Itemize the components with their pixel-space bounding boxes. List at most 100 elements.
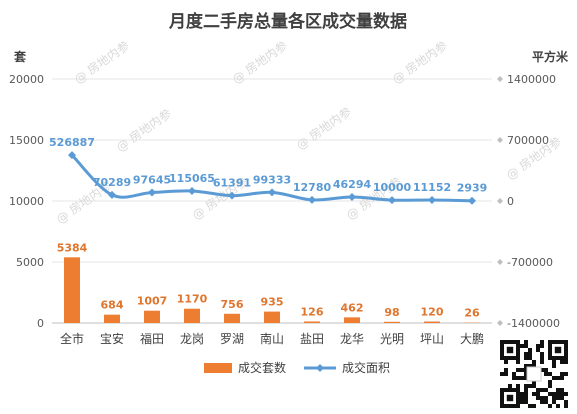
qr-module <box>536 344 540 348</box>
line-point <box>348 192 356 201</box>
left-tick-label: 20000 <box>9 73 44 86</box>
qr-module <box>528 384 532 388</box>
qr-module <box>520 392 524 396</box>
qr-module <box>552 396 556 400</box>
qr-module <box>520 368 524 372</box>
qr-module <box>520 400 524 404</box>
qr-module <box>528 364 532 368</box>
line-point <box>108 190 116 199</box>
category-label: 龙华 <box>340 332 364 346</box>
bar <box>304 321 320 323</box>
qr-finder-core <box>506 394 514 402</box>
line-data-label: 99333 <box>253 173 291 186</box>
line-point <box>188 186 196 195</box>
qr-module <box>528 404 532 408</box>
left-tick-label: 5000 <box>16 256 44 269</box>
qr-module <box>556 392 560 396</box>
axis-labels: 0 5000 10000 15000 20000 -1400000 -700000 0 7000… <box>9 73 560 346</box>
qr-module <box>540 368 544 372</box>
line-point <box>388 196 396 205</box>
line-data-label: 97645 <box>133 173 171 186</box>
qr-module <box>524 356 528 360</box>
qr-module <box>556 388 560 392</box>
bar <box>384 321 400 323</box>
qr-module <box>540 388 544 392</box>
qr-module <box>532 384 536 388</box>
qr-module <box>556 404 560 408</box>
qr-module <box>564 392 568 396</box>
qr-module <box>520 344 524 348</box>
qr-module <box>544 396 548 400</box>
qr-module <box>512 376 516 380</box>
line-data-label: 46294 <box>333 178 372 191</box>
line-data-label: 61391 <box>213 177 251 190</box>
qr-module <box>512 372 516 376</box>
gridlines <box>52 78 492 324</box>
qr-code-icon <box>500 340 568 408</box>
bar-data-label: 1170 <box>177 293 208 306</box>
qr-module <box>524 344 528 348</box>
bar-data-label: 5384 <box>57 241 88 254</box>
right-tick-label: -1400000 <box>507 317 560 330</box>
qr-module <box>504 368 508 372</box>
line-point <box>428 196 436 205</box>
line-point <box>148 188 156 197</box>
qr-module <box>524 392 528 396</box>
qr-module <box>540 396 544 400</box>
right-tick-label: -700000 <box>507 256 553 269</box>
line-data-label: 526887 <box>49 136 95 149</box>
qr-module <box>536 388 540 392</box>
category-label: 南山 <box>260 331 284 346</box>
qr-module <box>540 400 544 404</box>
qr-module <box>504 360 508 364</box>
bar <box>144 310 160 323</box>
legend-label-line: 成交面积 <box>342 360 390 375</box>
bar <box>64 257 80 323</box>
right-axis-unit: 平方米 <box>532 49 569 64</box>
qr-module <box>520 396 524 400</box>
category-label: 罗湖 <box>220 331 244 346</box>
qr-module <box>524 372 528 376</box>
qr-module <box>536 396 540 400</box>
right-tick-marker <box>497 259 503 265</box>
qr-module <box>504 372 508 376</box>
qr-module <box>544 400 548 404</box>
category-label: 福田 <box>140 331 164 346</box>
qr-module <box>556 376 560 380</box>
qr-module <box>524 400 528 404</box>
qr-module <box>540 360 544 364</box>
qr-module <box>548 404 552 408</box>
qr-module <box>500 372 504 376</box>
bar <box>424 321 440 323</box>
qr-module <box>544 372 548 376</box>
qr-module <box>516 384 520 388</box>
bar-data-label: 126 <box>301 305 324 318</box>
qr-module <box>508 384 512 388</box>
bar-data-label: 26 <box>464 307 480 320</box>
qr-module <box>524 388 528 392</box>
qr-module <box>552 360 556 364</box>
line-data-label: 12780 <box>293 181 332 194</box>
qr-module <box>556 396 560 400</box>
qr-module <box>548 384 552 388</box>
qr-module <box>524 352 528 356</box>
qr-module <box>524 396 528 400</box>
qr-module <box>552 400 556 404</box>
qr-module <box>552 392 556 396</box>
qr-module <box>560 372 564 376</box>
bar-data-label: 120 <box>421 306 444 319</box>
line-data-label: 11152 <box>413 181 451 194</box>
qr-module <box>532 380 536 384</box>
line-point <box>228 191 236 200</box>
qr-module <box>516 360 520 364</box>
qr-module <box>552 376 556 380</box>
watermark-text: @ 房地内参 <box>113 106 174 155</box>
qr-module <box>560 392 564 396</box>
bar <box>224 313 240 323</box>
category-label: 大鹏 <box>460 332 484 346</box>
qr-module <box>564 404 568 408</box>
legend-swatch-marker <box>316 364 324 372</box>
qr-module <box>528 348 532 352</box>
